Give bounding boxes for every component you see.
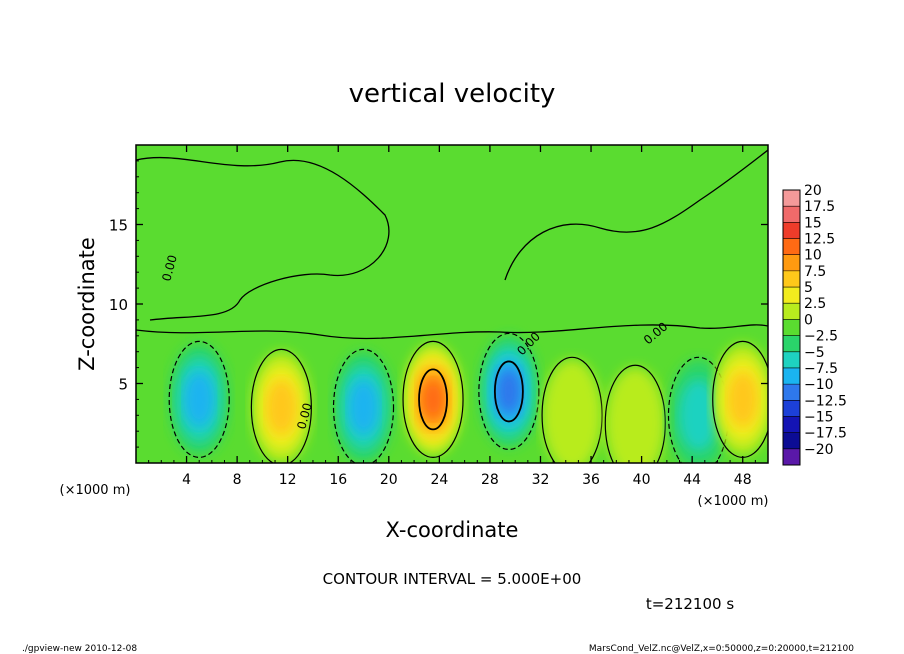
- cell-contour: [478, 332, 540, 451]
- colorbar-swatch: [783, 238, 800, 256]
- cell-level: [727, 371, 758, 427]
- velocity-cell: [604, 364, 666, 463]
- cell-level: [605, 367, 666, 463]
- contour-lines: [136, 149, 768, 340]
- colorbar-swatch: [783, 400, 800, 417]
- colorbar: 2017.51512.5107.552.50−2.5−5−7.5−10−12.5…: [782, 183, 847, 466]
- colorbar-swatch: [783, 270, 800, 288]
- colorbar-swatch: [783, 384, 800, 401]
- cell-level: [184, 371, 215, 427]
- colorbar-swatch: [783, 222, 800, 239]
- colorbar-label: 12.5: [804, 232, 835, 248]
- colorbar-swatch: [783, 335, 800, 353]
- time-text: t=212100 s: [646, 595, 734, 613]
- y-axis-label: Z-coordinate: [75, 237, 99, 371]
- colorbar-swatch: [783, 351, 800, 369]
- colorbar-swatch: [783, 190, 800, 207]
- x-tick-label: 8: [233, 472, 242, 488]
- cell-contour: [168, 340, 230, 458]
- cell-level: [348, 379, 379, 435]
- colorbar-label: −20: [804, 442, 834, 458]
- contour-label: 0.00: [159, 253, 179, 282]
- y-tick-label: 10: [109, 296, 128, 314]
- colorbar-swatch: [783, 367, 800, 385]
- velocity-cell: [168, 340, 230, 458]
- contour-zero-mid: [504, 149, 768, 281]
- cell-contour: [541, 356, 603, 463]
- cell-contour: [250, 348, 312, 463]
- chart-title: vertical velocity: [349, 79, 556, 109]
- plot-area: 0.00 0.00 0.00 0.00: [135, 144, 769, 464]
- x-tick-label: 24: [430, 472, 448, 488]
- x-tick-label: 4: [182, 472, 191, 488]
- footer-left: ./gpview-new 2010-12-08: [22, 644, 137, 654]
- velocity-cell: [250, 348, 312, 463]
- contour-interval-text: CONTOUR INTERVAL = 5.000E+00: [323, 570, 582, 588]
- cell-contour-inner: [493, 360, 524, 423]
- y-axis: 5 10 15: [109, 160, 768, 448]
- x-unit-right: (×1000 m): [698, 494, 769, 509]
- x-tick-label: 32: [532, 472, 550, 488]
- x-axis-label: X-coordinate: [386, 518, 519, 542]
- colorbar-label: 10: [804, 248, 822, 264]
- cell-contour: [332, 348, 395, 463]
- colorbar-swatch: [783, 206, 800, 223]
- colorbar-label: 20: [804, 183, 822, 199]
- colorbar-swatch: [783, 319, 800, 336]
- colorbar-swatch: [783, 303, 800, 320]
- x-tick-label: 16: [329, 472, 347, 488]
- x-unit-left: (×1000 m): [60, 483, 131, 498]
- footer-right: MarsCond_VelZ.nc@VelZ,x=0:50000,z=0:2000…: [589, 644, 854, 654]
- velocity-cell: [541, 356, 603, 463]
- velocity-cell: [712, 340, 768, 458]
- colorbar-label: −15: [804, 409, 834, 425]
- contour-zero-upper: [136, 156, 390, 321]
- anomaly-layer: [168, 332, 768, 463]
- x-tick-label: 44: [683, 472, 701, 488]
- colorbar-swatch: [783, 448, 800, 466]
- colorbar-label: 2.5: [804, 296, 826, 312]
- cell-level: [421, 379, 445, 420]
- cell-level: [496, 368, 522, 415]
- y-tick-label: 5: [118, 376, 128, 394]
- colorbar-label: 15: [804, 215, 822, 231]
- cell-level: [542, 359, 603, 463]
- x-tick-label: 12: [279, 472, 297, 488]
- colorbar-label: 0: [804, 312, 813, 328]
- x-tick-label: 28: [481, 472, 499, 488]
- cell-contour: [604, 364, 666, 463]
- x-tick-label: 36: [582, 472, 600, 488]
- contour-zero-lower: [136, 324, 768, 340]
- velocity-cell: [332, 348, 395, 463]
- colorbar-swatch: [783, 254, 800, 272]
- colorbar-label: −2.5: [804, 329, 838, 345]
- x-tick-label: 20: [380, 472, 398, 488]
- x-axis: 4 8 12 16 20 24 28 32 36 40 44 48: [148, 145, 756, 488]
- cell-contour: [402, 340, 464, 458]
- x-tick-label: 48: [734, 472, 752, 488]
- y-tick-label: 15: [109, 217, 128, 235]
- colorbar-label: 7.5: [804, 264, 826, 280]
- contour-label: 0.00: [294, 401, 314, 430]
- colorbar-label: −10: [804, 377, 834, 393]
- colorbar-swatch: [783, 416, 800, 434]
- colorbar-label: −7.5: [804, 361, 838, 377]
- x-tick-label: 40: [633, 472, 651, 488]
- colorbar-label: 17.5: [804, 199, 835, 215]
- colorbar-swatch: [783, 432, 800, 450]
- colorbar-label: 5: [804, 280, 813, 296]
- velocity-cell: [478, 332, 540, 451]
- cell-level: [678, 379, 719, 452]
- velocity-cell: [402, 340, 464, 458]
- colorbar-swatch: [783, 287, 800, 304]
- colorbar-label: −17.5: [804, 426, 847, 442]
- colorbar-label: −12.5: [804, 393, 847, 409]
- colorbar-label: −5: [804, 345, 825, 361]
- cell-level: [266, 379, 297, 435]
- cell-contour-inner: [418, 368, 448, 431]
